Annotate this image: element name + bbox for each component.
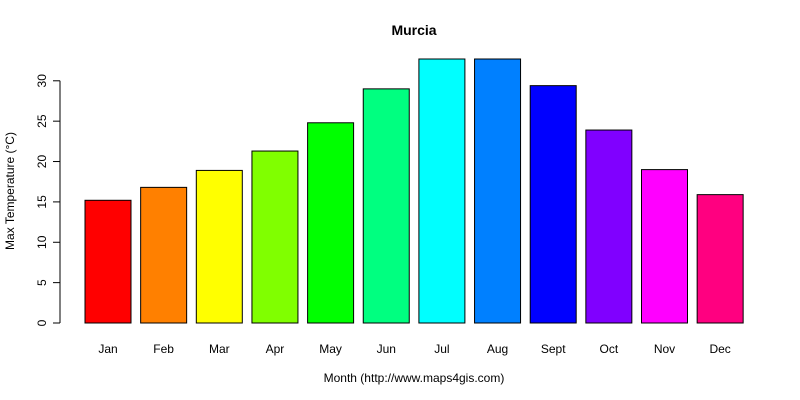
x-tick-label: Jul	[434, 342, 449, 356]
x-tick-label: Sept	[541, 342, 566, 356]
y-tick-label: 5	[35, 279, 49, 286]
bar-jul	[418, 58, 466, 324]
y-tick-label: 25	[35, 114, 49, 128]
bar-aug	[474, 58, 522, 324]
bar-nov	[641, 169, 688, 324]
x-axis-tick-labels: Jan Feb Mar Apr May Jun Jul Aug Sept Oct Nov Dec	[98, 342, 731, 356]
bars	[84, 58, 744, 324]
y-tick-label: 20	[35, 155, 49, 169]
x-tick-label: Apr	[266, 342, 285, 356]
bar-mar	[195, 169, 243, 324]
bar-dec	[696, 194, 744, 324]
x-tick-label: Nov	[654, 342, 675, 356]
bar-jun	[362, 88, 410, 324]
bar-jan	[84, 199, 132, 324]
bar-feb	[140, 186, 188, 324]
x-tick-label: Feb	[153, 342, 174, 356]
x-tick-label: Aug	[487, 342, 508, 356]
y-tick-label: 10	[35, 235, 49, 249]
y-axis: 0 5 10 15 20 25 30	[35, 74, 61, 326]
x-tick-label: Jan	[98, 342, 117, 356]
x-tick-label: May	[319, 342, 342, 356]
x-tick-label: Mar	[209, 342, 230, 356]
chart-title: Murcia	[391, 22, 436, 38]
y-tick-label: 30	[35, 74, 49, 88]
bar-oct	[585, 129, 633, 324]
y-tick-label: 15	[35, 195, 49, 209]
x-tick-label: Dec	[709, 342, 730, 356]
bar-sept	[529, 85, 577, 324]
y-tick-label: 0	[35, 319, 49, 326]
bar-apr	[251, 150, 299, 324]
y-axis-label: Max Temperature (°C)	[3, 132, 17, 250]
x-axis-label: Month (http://www.maps4gis.com)	[324, 371, 505, 385]
x-tick-label: Oct	[600, 342, 619, 356]
bar-may	[307, 122, 355, 324]
x-tick-label: Jun	[377, 342, 396, 356]
